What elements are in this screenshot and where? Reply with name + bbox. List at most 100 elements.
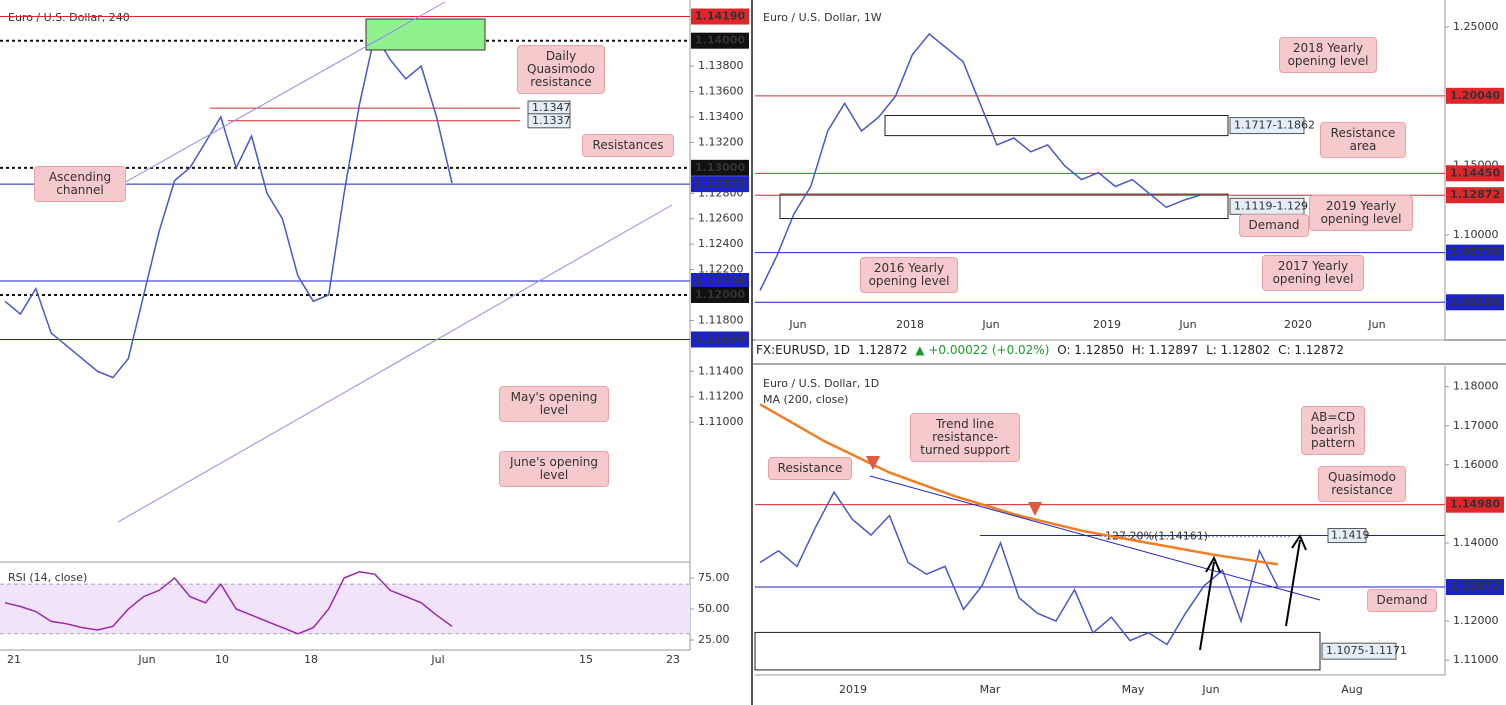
- zone-label: 1.1075-1.1171: [1326, 644, 1407, 657]
- channel: [114, 1, 446, 189]
- x-tick-label: 21: [7, 653, 21, 666]
- annotation: Resistance area: [1320, 122, 1406, 158]
- annotation: Demand: [1239, 214, 1309, 237]
- zone: [779, 193, 1229, 220]
- level-label-box: [1446, 294, 1504, 311]
- zone: [884, 115, 1229, 137]
- zone-label: 1.1119-1.1295: [1234, 199, 1315, 212]
- level-label: 1.08730: [1450, 246, 1500, 259]
- price-line: [759, 490, 1279, 646]
- annotation: Daily Quasimodo resistance: [517, 45, 605, 94]
- annotation: Demand: [1367, 589, 1437, 612]
- zone-label-box: [1321, 642, 1397, 660]
- annotation: Quasimodo resistance: [1318, 466, 1406, 502]
- x-tick-label: Jul: [430, 653, 444, 666]
- x-tick-label: Jun: [788, 318, 806, 331]
- price-line: [4, 571, 453, 635]
- y-tick-label: 1.13600: [698, 85, 744, 98]
- annotation: Resistance: [768, 457, 852, 480]
- channel: [117, 204, 673, 523]
- marker: [1028, 502, 1042, 516]
- level-label: 1.14190: [695, 10, 745, 23]
- open: O: 1.12850: [1057, 343, 1124, 357]
- x-tick-label: Jun: [1178, 318, 1196, 331]
- x-tick-label: 10: [215, 653, 229, 666]
- level-label-box: [1446, 244, 1504, 261]
- panel-title: Euro / U.S. Dollar, 240: [8, 11, 130, 24]
- x-tick-label: May: [1122, 683, 1145, 696]
- y-tick-label: 1.12000: [1453, 614, 1499, 627]
- annotation: 2017 Yearly opening level: [1262, 255, 1364, 291]
- arrow: [1199, 555, 1221, 651]
- y-tick-label: 1.13200: [698, 135, 744, 148]
- info-bar: FX:EURUSD, 1D 1.12872 ▲ +0.00022 (+0.02%…: [756, 343, 1348, 357]
- level-label: 1.12872: [695, 177, 745, 190]
- annotation: 2019 Yearly opening level: [1309, 195, 1413, 231]
- annotation: Ascending channel: [34, 166, 126, 202]
- y-tick-label: 1.14000: [1453, 536, 1499, 549]
- price-line: [4, 32, 453, 379]
- level-label-box: [691, 286, 749, 303]
- y-tick-label: 25.00: [698, 633, 730, 646]
- zone-label: 1.1717-1.1862: [1234, 119, 1315, 132]
- y-tick-label: 1.11200: [698, 390, 744, 403]
- segment-label: 1.1347: [532, 101, 571, 114]
- close: C: 1.12872: [1278, 343, 1344, 357]
- level-label: 1.13000: [695, 161, 745, 174]
- x-tick-label: 2019: [839, 683, 867, 696]
- ma-line: [759, 403, 1279, 566]
- x-tick-label: Jun: [981, 318, 999, 331]
- x-tick-label: Jun: [137, 653, 155, 666]
- annotation: 2018 Yearly opening level: [1279, 37, 1377, 73]
- level-label: 1.20040: [1450, 89, 1500, 102]
- low: L: 1.12802: [1206, 343, 1271, 357]
- y-tick-label: 1.25000: [1453, 20, 1499, 33]
- level-label-box: [1446, 87, 1504, 104]
- segment-label-box: [527, 113, 571, 129]
- level-label: 1.14980: [1450, 498, 1500, 511]
- x-tick-label: 2019: [1093, 318, 1121, 331]
- y-tick-label: 1.11800: [698, 313, 744, 326]
- fib-label: 127.20%(1.14161): [1105, 530, 1208, 543]
- x-tick-label: 15: [579, 653, 593, 666]
- level-label-box: [1446, 496, 1504, 513]
- y-tick-label: 1.12400: [698, 237, 744, 250]
- change: ▲ +0.00022 (+0.02%): [915, 343, 1050, 357]
- annotation: Resistances: [582, 134, 674, 157]
- level-label-box: [691, 176, 749, 193]
- y-tick-label: 1.11000: [1453, 653, 1499, 666]
- level-label: 1.12872: [1450, 188, 1500, 201]
- annotation: June's opening level: [499, 451, 609, 487]
- y-tick-label: 1.13400: [698, 110, 744, 123]
- x-tick-label: Jun: [1201, 683, 1219, 696]
- level-label: 1.14450: [1450, 166, 1500, 179]
- level-label: 1.1419: [1331, 529, 1370, 542]
- y-tick-label: 1.11400: [698, 364, 744, 377]
- x-tick-label: 23: [666, 653, 680, 666]
- level-label-box: [691, 331, 749, 348]
- level-label-box: [691, 159, 749, 176]
- qm-zone: [365, 18, 486, 51]
- subtitle: MA (200, close): [763, 393, 848, 406]
- zone: [754, 631, 1321, 671]
- level-label: 1.12872: [1450, 580, 1500, 593]
- y-tick-label: 75.00: [698, 571, 730, 584]
- zone-label-box: [1229, 117, 1305, 135]
- x-tick-label: 18: [304, 653, 318, 666]
- level-label-box: [691, 273, 749, 289]
- x-tick-label: Aug: [1341, 683, 1362, 696]
- y-tick-label: 1.16000: [1453, 458, 1499, 471]
- y-tick-label: 1.17000: [1453, 419, 1499, 432]
- level-label-box: [1327, 528, 1367, 544]
- level-label: 1.05150: [1450, 295, 1500, 308]
- arrow: [1285, 533, 1307, 627]
- y-tick-label: 1.12600: [698, 212, 744, 225]
- x-tick-label: 2018: [896, 318, 924, 331]
- panel-title: Euro / U.S. Dollar, 1D: [763, 377, 879, 390]
- level-label-box: [1446, 165, 1504, 182]
- y-tick-label: 1.13800: [698, 59, 744, 72]
- panel-title: Euro / U.S. Dollar, 1W: [763, 11, 882, 24]
- rsi-band: [0, 584, 690, 634]
- annotation: AB=CD bearish pattern: [1301, 406, 1365, 455]
